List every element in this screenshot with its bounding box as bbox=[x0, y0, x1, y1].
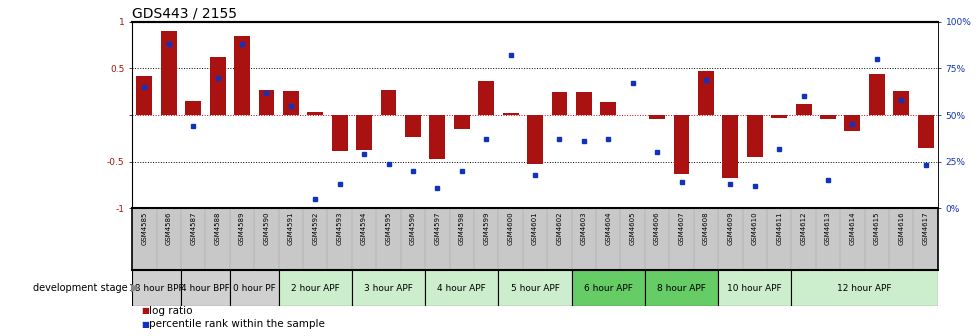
Text: ▶: ▶ bbox=[131, 283, 140, 293]
Bar bbox=[478, 81, 494, 115]
Bar bbox=[332, 115, 347, 151]
Text: 5 hour APF: 5 hour APF bbox=[511, 284, 558, 293]
Text: ■: ■ bbox=[141, 320, 149, 329]
Text: GSM4616: GSM4616 bbox=[898, 211, 904, 245]
Bar bbox=[283, 91, 298, 115]
Bar bbox=[279, 270, 351, 306]
Bar bbox=[181, 270, 230, 306]
Text: GSM4612: GSM4612 bbox=[800, 211, 806, 245]
Bar bbox=[424, 270, 498, 306]
Bar bbox=[648, 115, 664, 119]
Text: 6 hour APF: 6 hour APF bbox=[583, 284, 632, 293]
Text: log ratio: log ratio bbox=[149, 306, 192, 316]
Text: 3 hour APF: 3 hour APF bbox=[364, 284, 413, 293]
Text: GSM4586: GSM4586 bbox=[165, 211, 171, 245]
Text: GSM4606: GSM4606 bbox=[653, 211, 659, 245]
Text: GSM4588: GSM4588 bbox=[214, 211, 220, 245]
Bar bbox=[429, 115, 445, 159]
Bar bbox=[795, 104, 811, 115]
Text: GSM4589: GSM4589 bbox=[239, 211, 244, 245]
Bar bbox=[136, 76, 153, 115]
Bar bbox=[771, 115, 786, 118]
Bar bbox=[258, 90, 274, 115]
Bar bbox=[645, 270, 718, 306]
Bar bbox=[746, 115, 762, 157]
Bar bbox=[600, 102, 615, 115]
Bar bbox=[790, 270, 937, 306]
Text: 10 hour APF: 10 hour APF bbox=[727, 284, 781, 293]
Bar bbox=[230, 270, 279, 306]
Bar bbox=[571, 270, 645, 306]
Text: 18 hour BPF: 18 hour BPF bbox=[129, 284, 184, 293]
Text: GSM4610: GSM4610 bbox=[751, 211, 757, 245]
Text: GSM4592: GSM4592 bbox=[312, 211, 318, 245]
Text: GSM4613: GSM4613 bbox=[824, 211, 830, 245]
Bar bbox=[892, 91, 909, 115]
Bar bbox=[356, 115, 372, 150]
Text: GSM4604: GSM4604 bbox=[604, 211, 610, 245]
Text: percentile rank within the sample: percentile rank within the sample bbox=[149, 319, 325, 329]
Text: GSM4594: GSM4594 bbox=[361, 211, 367, 245]
Text: 8 hour APF: 8 hour APF bbox=[656, 284, 705, 293]
Bar bbox=[132, 270, 181, 306]
Text: 4 hour BPF: 4 hour BPF bbox=[181, 284, 230, 293]
Text: GSM4596: GSM4596 bbox=[410, 211, 416, 245]
Text: GSM4617: GSM4617 bbox=[921, 211, 928, 245]
Bar bbox=[498, 270, 571, 306]
Text: GSM4601: GSM4601 bbox=[531, 211, 538, 245]
Bar bbox=[234, 36, 249, 115]
Text: GSM4611: GSM4611 bbox=[776, 211, 781, 245]
Text: GSM4602: GSM4602 bbox=[556, 211, 562, 245]
Bar bbox=[916, 115, 933, 148]
Bar bbox=[351, 270, 424, 306]
Text: ■: ■ bbox=[141, 306, 149, 315]
Bar bbox=[307, 112, 323, 115]
Text: GSM4607: GSM4607 bbox=[678, 211, 684, 245]
Bar bbox=[575, 92, 591, 115]
Bar bbox=[454, 115, 469, 129]
Bar bbox=[820, 115, 835, 119]
Text: GSM4599: GSM4599 bbox=[483, 211, 489, 245]
Bar bbox=[868, 74, 884, 115]
Bar bbox=[405, 115, 421, 136]
Bar bbox=[673, 115, 689, 174]
Bar bbox=[722, 115, 737, 178]
Text: GSM4593: GSM4593 bbox=[336, 211, 342, 245]
Text: GSM4590: GSM4590 bbox=[263, 211, 269, 245]
Text: GDS443 / 2155: GDS443 / 2155 bbox=[132, 7, 237, 21]
Bar bbox=[160, 31, 177, 115]
Bar bbox=[718, 270, 790, 306]
Text: GSM4600: GSM4600 bbox=[507, 211, 513, 245]
Bar bbox=[209, 57, 225, 115]
Bar bbox=[551, 92, 567, 115]
Bar bbox=[502, 113, 518, 115]
Text: GSM4615: GSM4615 bbox=[873, 211, 879, 245]
Bar bbox=[697, 71, 713, 115]
Bar bbox=[526, 115, 543, 165]
Text: GSM4595: GSM4595 bbox=[385, 211, 391, 245]
Text: GSM4609: GSM4609 bbox=[727, 211, 733, 245]
Text: GSM4598: GSM4598 bbox=[459, 211, 465, 245]
Text: development stage: development stage bbox=[32, 283, 127, 293]
Text: 2 hour APF: 2 hour APF bbox=[290, 284, 339, 293]
Bar bbox=[844, 115, 860, 131]
Text: GSM4614: GSM4614 bbox=[849, 211, 855, 245]
Text: GSM4587: GSM4587 bbox=[190, 211, 196, 245]
Text: GSM4608: GSM4608 bbox=[702, 211, 708, 245]
Text: GSM4597: GSM4597 bbox=[434, 211, 440, 245]
Text: GSM4603: GSM4603 bbox=[580, 211, 586, 245]
Bar bbox=[380, 90, 396, 115]
Text: 4 hour APF: 4 hour APF bbox=[437, 284, 486, 293]
Text: 0 hour PF: 0 hour PF bbox=[233, 284, 276, 293]
Text: GSM4585: GSM4585 bbox=[141, 211, 148, 245]
Text: GSM4605: GSM4605 bbox=[629, 211, 635, 245]
Text: 12 hour APF: 12 hour APF bbox=[836, 284, 891, 293]
Bar bbox=[185, 101, 200, 115]
Text: GSM4591: GSM4591 bbox=[288, 211, 293, 245]
